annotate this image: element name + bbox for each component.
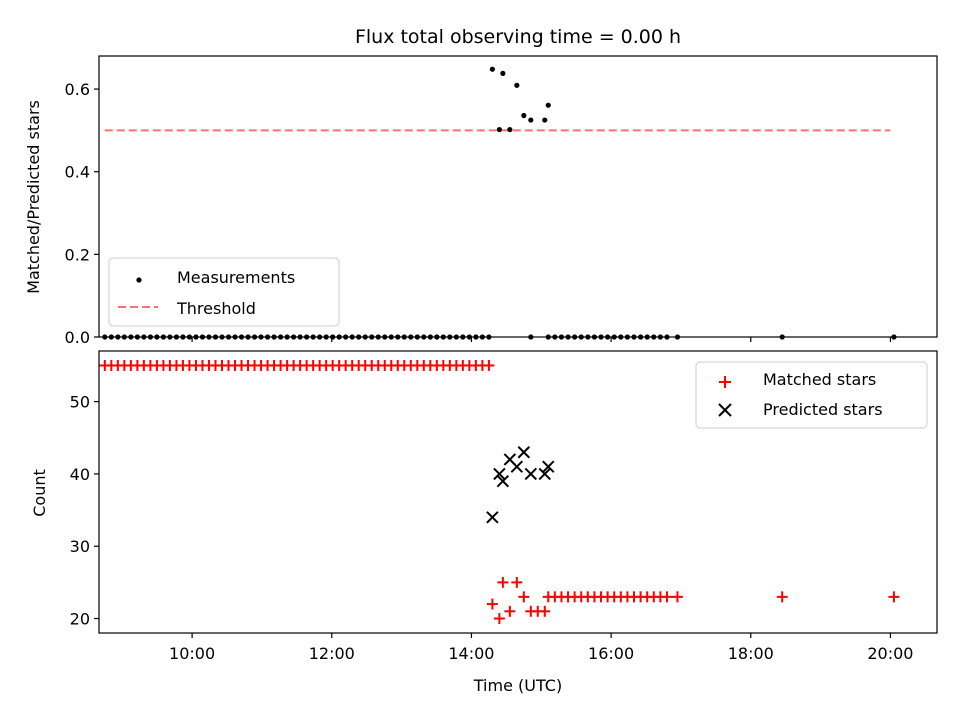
predicted-stars-point <box>496 474 510 488</box>
legend-threshold-label: Threshold <box>176 299 256 318</box>
measurement-point <box>496 126 502 133</box>
top-y-tick-label: 0.4 <box>65 163 90 182</box>
top-y-tick-label: 0.6 <box>65 80 90 99</box>
top-y-tick-label: 0.2 <box>65 245 90 264</box>
matched-stars-point <box>483 359 495 371</box>
bottom-y-tick-label: 40 <box>70 465 90 484</box>
legend-measurements-marker <box>136 277 142 283</box>
top-y-tick-label: 0.0 <box>65 328 90 347</box>
legend-predicted-label: Predicted stars <box>763 400 883 419</box>
top-axes-frame <box>98 55 938 338</box>
measurement-point <box>528 117 534 123</box>
x-tick-label: 12:00 <box>309 644 355 663</box>
predicted-stars-point <box>542 460 555 473</box>
top-legend: Measurements Threshold <box>108 257 340 327</box>
predicted-stars-point <box>486 511 499 524</box>
legend-predicted-marker <box>718 403 732 417</box>
predicted-stars-point <box>517 446 531 459</box>
x-tick-label: 10:00 <box>169 644 215 663</box>
bottom-y-tick-label: 50 <box>70 393 90 412</box>
matched-stars-point <box>493 613 505 625</box>
x-tick-label: 14:00 <box>448 644 494 663</box>
x-tick-label: 20:00 <box>867 644 913 663</box>
matched-stars-point <box>539 605 551 617</box>
matched-stars-point <box>511 576 523 588</box>
legend-matched-marker <box>719 376 731 388</box>
predicted-stars-point <box>538 467 551 481</box>
x-tick-label: 18:00 <box>728 644 774 663</box>
measurement-point <box>489 66 495 72</box>
measurement-point <box>500 70 506 76</box>
top-y-axis: 0.0 0.2 0.4 0.6 <box>65 80 99 347</box>
x-axis: 10:00 12:00 14:00 16:00 18:00 20:00 <box>169 633 913 663</box>
matched-stars-point <box>504 605 516 617</box>
top-y-axis-label: Matched/Predicted stars <box>24 100 43 294</box>
matched-stars-point <box>671 591 683 603</box>
legend-measurements-label: Measurements <box>177 268 295 287</box>
top-x-axis-ticks <box>191 337 892 342</box>
bottom-y-axis: 20 30 40 50 <box>70 393 99 629</box>
predicted-stars-point <box>524 467 538 481</box>
measurement-point <box>545 102 551 108</box>
x-tick-label: 16:00 <box>588 644 634 663</box>
legend-matched-label: Matched stars <box>763 370 876 389</box>
x-axis-label: Time (UTC) <box>473 676 562 695</box>
chart-title: Flux total observing time = 0.00 h <box>355 26 681 48</box>
bottom-legend: Matched stars Predicted stars <box>695 361 928 429</box>
bottom-y-tick-label: 20 <box>70 610 90 629</box>
bottom-y-axis-label: Count <box>30 469 49 517</box>
measurement-point <box>542 117 548 123</box>
measurement-point <box>521 112 527 119</box>
predicted-stars-point <box>510 460 524 473</box>
matched-stars-point <box>486 598 498 610</box>
matched-stars-point <box>776 591 788 603</box>
measurement-point <box>507 126 513 133</box>
matched-stars-point <box>888 591 900 603</box>
matched-stars-point <box>518 591 530 603</box>
bottom-plot-area <box>99 359 900 625</box>
measurement-point <box>514 82 520 88</box>
bottom-y-tick-label: 30 <box>70 537 90 556</box>
matched-stars-point <box>661 591 673 603</box>
predicted-stars-point <box>493 467 506 481</box>
bottom-axes-frame <box>98 350 938 634</box>
matched-stars-point <box>497 576 509 588</box>
